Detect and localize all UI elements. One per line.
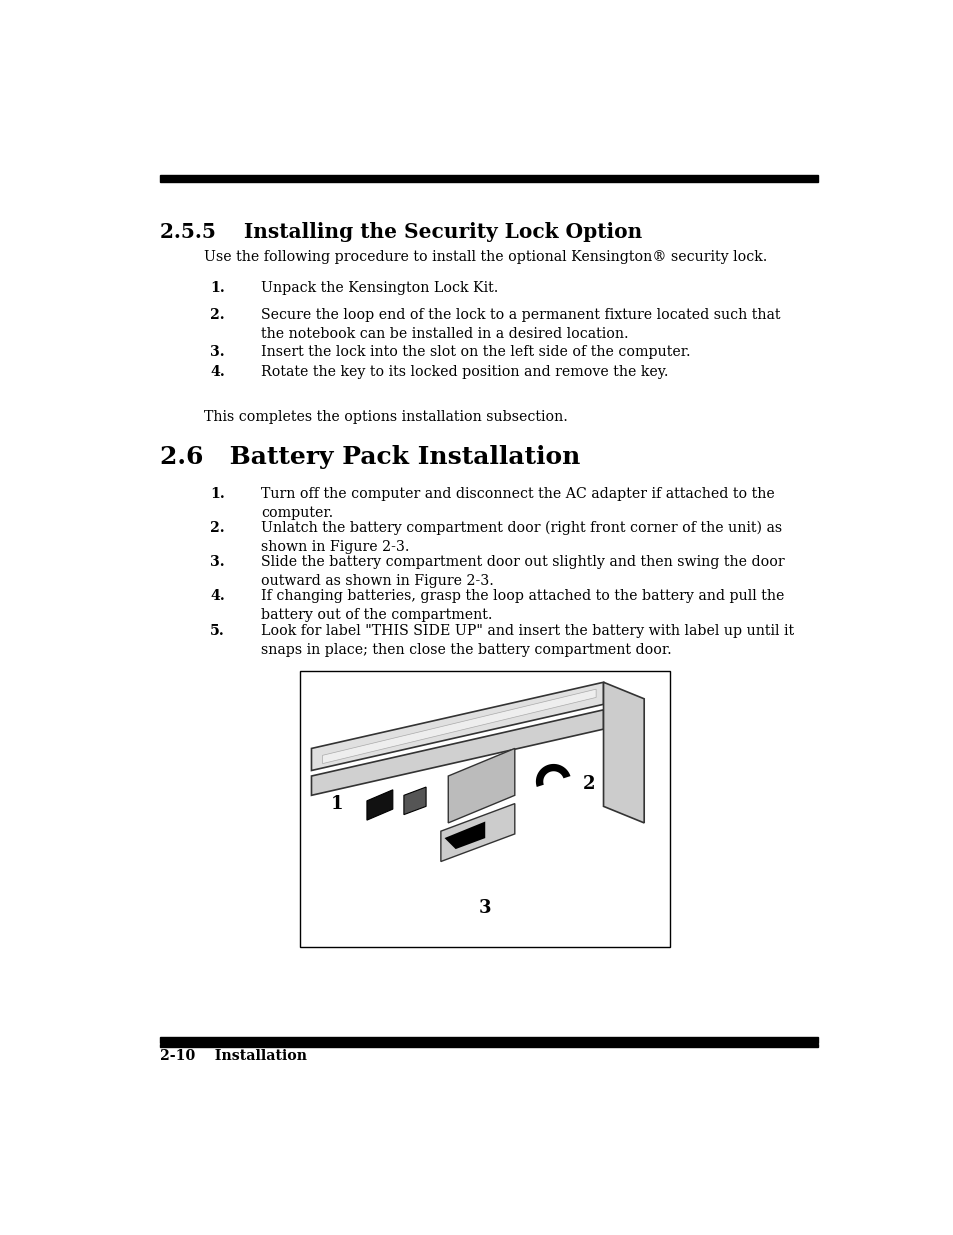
Text: 2.: 2. (210, 521, 225, 535)
Text: 2.6   Battery Pack Installation: 2.6 Battery Pack Installation (160, 445, 579, 469)
Bar (160, 1045, 817, 1047)
Text: Look for label "THIS SIDE UP" and insert the battery with label up until it
snap: Look for label "THIS SIDE UP" and insert… (261, 624, 794, 657)
Polygon shape (603, 682, 643, 823)
Polygon shape (448, 748, 515, 823)
Text: Rotate the key to its locked position and remove the key.: Rotate the key to its locked position an… (261, 366, 668, 379)
Text: 2-10    Installation: 2-10 Installation (160, 1049, 307, 1063)
Text: 4.: 4. (210, 589, 225, 604)
Text: 2: 2 (582, 776, 595, 793)
Text: Insert the lock into the slot on the left side of the computer.: Insert the lock into the slot on the lef… (261, 345, 690, 359)
Text: 3.: 3. (210, 345, 225, 359)
Text: 3: 3 (478, 899, 491, 918)
Polygon shape (403, 787, 426, 815)
Text: Turn off the computer and disconnect the AC adapter if attached to the
computer.: Turn off the computer and disconnect the… (261, 487, 774, 520)
Bar (160, 1037, 817, 1042)
Bar (160, 175, 817, 182)
Text: If changing batteries, grasp the loop attached to the battery and pull the
batte: If changing batteries, grasp the loop at… (261, 589, 783, 622)
Polygon shape (322, 689, 596, 763)
Text: Use the following procedure to install the optional Kensington® security lock.: Use the following procedure to install t… (204, 249, 767, 264)
Text: Slide the battery compartment door out slightly and then swing the door
outward : Slide the battery compartment door out s… (261, 556, 784, 588)
Text: Unlatch the battery compartment door (right front corner of the unit) as
shown i: Unlatch the battery compartment door (ri… (261, 521, 781, 555)
Polygon shape (536, 764, 570, 787)
Polygon shape (311, 682, 603, 771)
Text: 2.: 2. (210, 308, 225, 322)
Text: 1.: 1. (210, 282, 225, 295)
Text: 5.: 5. (210, 624, 225, 637)
Polygon shape (444, 821, 485, 850)
Text: Secure the loop end of the lock to a permanent fixture located such that
the not: Secure the loop end of the lock to a per… (261, 308, 780, 341)
Text: 1.: 1. (210, 487, 225, 500)
Polygon shape (367, 790, 393, 820)
Text: 4.: 4. (210, 366, 225, 379)
Bar (300, 672, 669, 947)
Polygon shape (311, 710, 603, 795)
Polygon shape (440, 804, 515, 862)
Text: This completes the options installation subsection.: This completes the options installation … (204, 410, 568, 424)
Text: 1: 1 (331, 794, 343, 813)
Text: 2.5.5    Installing the Security Lock Option: 2.5.5 Installing the Security Lock Optio… (160, 222, 641, 242)
Text: 3.: 3. (210, 556, 225, 569)
Text: Unpack the Kensington Lock Kit.: Unpack the Kensington Lock Kit. (261, 282, 498, 295)
